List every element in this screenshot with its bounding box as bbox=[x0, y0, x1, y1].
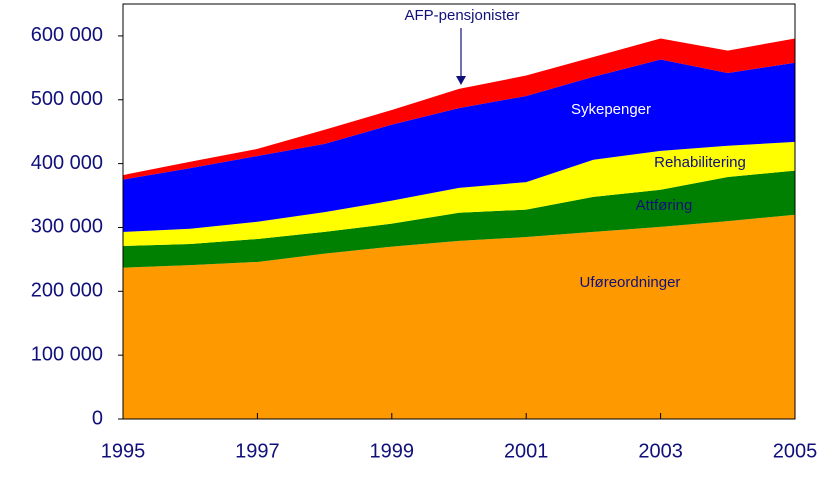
annotation: AFP-pensjonister bbox=[404, 7, 519, 24]
series-label: Sykepenger bbox=[571, 101, 651, 118]
x-tick-label: 1997 bbox=[235, 440, 280, 462]
y-tick-label: 200 000 bbox=[31, 280, 103, 302]
x-tick-label: 1995 bbox=[101, 440, 146, 462]
y-tick-label: 400 000 bbox=[31, 152, 103, 174]
area bbox=[123, 59, 795, 232]
y-tick-label: 600 000 bbox=[31, 24, 103, 46]
x-tick-label: 2005 bbox=[773, 440, 818, 462]
series-label: Uføreordninger bbox=[580, 274, 681, 291]
area bbox=[123, 214, 795, 419]
y-tick-label: 100 000 bbox=[31, 343, 103, 365]
plot-frame bbox=[122, 3, 796, 420]
area bbox=[123, 38, 795, 180]
series-label: Rehabilitering bbox=[654, 154, 746, 171]
area bbox=[123, 170, 795, 268]
y-tick-label: 300 000 bbox=[31, 216, 103, 238]
y-tick-label: 0 bbox=[92, 407, 103, 429]
series-label: Attføring bbox=[636, 197, 693, 214]
x-tick-label: 2003 bbox=[638, 440, 683, 462]
area bbox=[123, 141, 795, 246]
annotation-arrowhead bbox=[456, 76, 466, 85]
y-tick-label: 500 000 bbox=[31, 88, 103, 110]
x-tick-label: 1999 bbox=[370, 440, 415, 462]
x-tick-label: 2001 bbox=[504, 440, 549, 462]
